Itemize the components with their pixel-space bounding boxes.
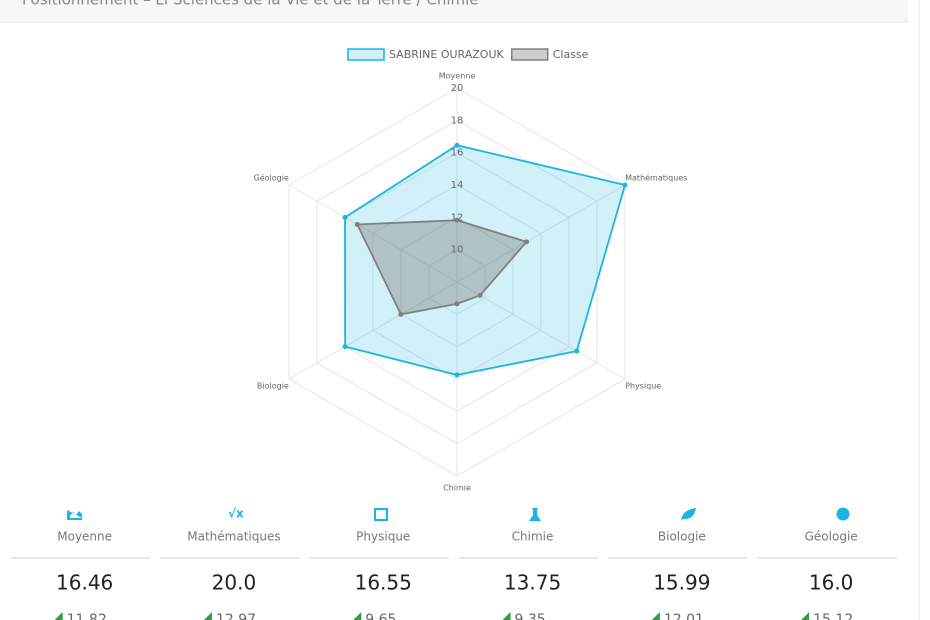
card-class-value: 9.35 [515,612,546,620]
card-label: Chimie [512,530,554,544]
icon-moyenne [67,510,82,520]
legend-swatch [347,48,385,61]
series-point [342,214,348,220]
tick-label: 20 [451,83,464,94]
series-point [398,311,404,317]
trend-arrow [54,612,63,620]
icon-geologie [836,507,850,521]
card-label: Moyenne [57,530,112,544]
icon-maths: √x [228,507,244,521]
series-point [524,239,530,245]
axis-label: Mathématiques [625,173,687,183]
legend-label: Classe [553,48,589,61]
trend-arrow [203,612,212,620]
card-value: 20.0 [212,571,257,595]
icons: √x [67,507,850,521]
icon-physique [374,508,388,521]
tick-label: 18 [451,115,464,126]
card-label: Physique [356,530,410,544]
series-point [342,344,348,350]
icon-chimie [529,508,541,521]
grid-spoke [456,184,626,283]
card-label: Mathématiques [187,530,280,544]
icon-biologie [681,508,696,521]
stat-cards: √x Moyenne 16.46 11.82 Mathématiques 20.0 12.… [11,507,897,620]
series-point [622,182,628,188]
card-class-value: 12.97 [216,612,256,620]
legend-swatch [510,48,549,61]
series-point [354,221,360,227]
trend-arrow [651,612,660,620]
series-point [477,292,483,298]
card-value: 13.75 [504,571,561,595]
axis-label: Chimie [443,484,471,493]
tick-label: 14 [451,180,464,191]
grid-spoke [456,281,626,380]
header-title: Positionnement – LI Sciences de la Vie e… [22,0,479,9]
legend-label: SABRINE OURAZOUK [389,48,504,61]
grid-spoke [288,281,458,380]
series-point [454,301,460,307]
trend-arrow [801,612,810,620]
series-point [574,348,580,354]
card-class-value: 12.01 [664,612,704,620]
card-class-value: 15.12 [813,612,853,620]
series-point [454,142,460,148]
axis-label: Physique [625,382,661,391]
card-label: Biologie [658,530,706,544]
grid-spoke [288,184,458,283]
card-label: Géologie [805,530,858,544]
trend-arrow [502,612,511,620]
card-value: 15.99 [653,571,710,595]
card-class-value: 11.82 [67,612,107,620]
axis-label: Biologie [257,382,289,391]
card-value: 16.46 [56,571,113,595]
tick-label: 10 [451,245,464,256]
tick-label: 16 [451,148,464,159]
card-value: 16.55 [355,571,412,595]
series-point [454,372,460,378]
series-point [454,217,460,223]
card-value: 16.0 [809,571,854,595]
trend-arrow [353,612,362,620]
header-bar [0,0,908,22]
axis-label: Moyenne [439,72,476,81]
tick-label: 12 [451,212,464,223]
card-class-value: 9.65 [365,612,396,620]
axis-label: Géologie [254,173,289,183]
